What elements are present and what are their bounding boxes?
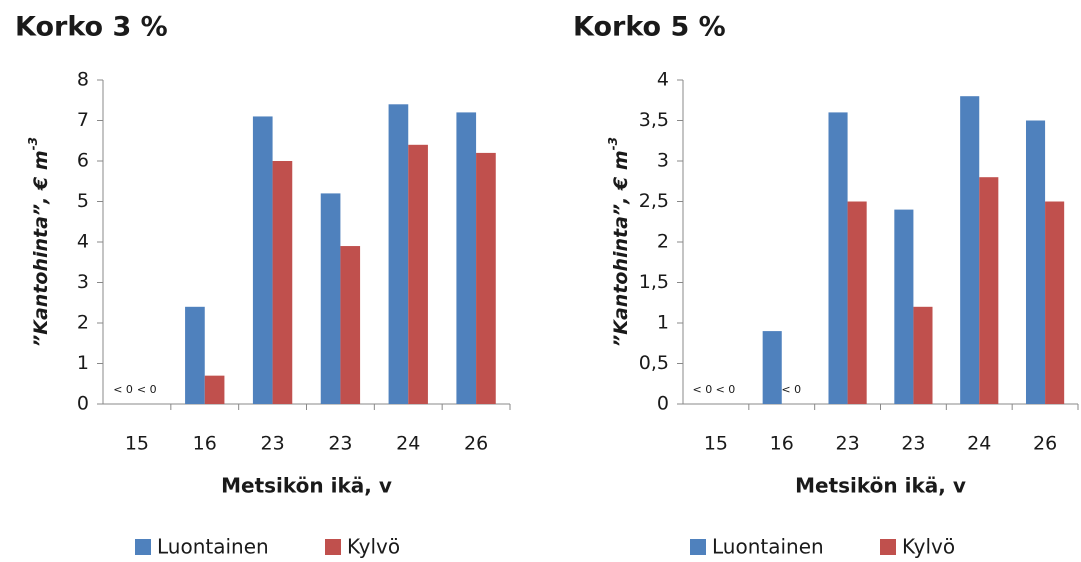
- y-axis-label-text: ”Kantohinta”, € m: [30, 150, 52, 347]
- bar: [894, 209, 914, 404]
- x-tick-label: 23: [901, 433, 925, 455]
- y-tick-label: 1: [77, 352, 89, 374]
- y-tick-label: 5: [77, 190, 89, 212]
- y-tick-label: 8: [77, 69, 89, 91]
- bar: [847, 201, 867, 404]
- y-axis-label-sup: -3: [606, 137, 620, 150]
- bar: [960, 96, 980, 404]
- y-tick-label: 2: [77, 312, 89, 334]
- y-tick-label: 3,5: [639, 109, 669, 131]
- bar: [456, 112, 477, 405]
- x-tick-label: 23: [260, 433, 284, 455]
- x-tick-label: 26: [1033, 433, 1057, 455]
- bar: [828, 112, 848, 405]
- bar: [1045, 201, 1065, 404]
- x-tick-label: 23: [328, 433, 352, 455]
- legend-swatch: [880, 539, 896, 555]
- y-tick-label: 2,5: [639, 190, 669, 212]
- bar: [204, 375, 225, 404]
- x-tick-label: 15: [704, 433, 728, 455]
- y-tick-label: 6: [77, 150, 89, 172]
- chart-title: Korko 3 %: [15, 12, 168, 43]
- y-tick-label: 4: [77, 231, 89, 253]
- y-axis-label-sup: -3: [26, 137, 40, 150]
- value-label: < 0: [113, 383, 133, 396]
- y-tick-label: 7: [77, 109, 89, 131]
- legend-label: Luontainen: [157, 535, 269, 559]
- chart-title: Korko 5 %: [573, 12, 726, 43]
- legend-swatch: [690, 539, 706, 555]
- y-axis-label-text: ”Kantohinta”, € m: [610, 150, 632, 347]
- value-label: < 0: [716, 383, 736, 396]
- y-tick-label: 1: [657, 312, 669, 334]
- value-label: < 0: [781, 383, 801, 396]
- bar: [320, 193, 341, 404]
- y-axis-label: ”Kantohinta”, € m-3: [606, 137, 632, 347]
- bar: [476, 152, 496, 404]
- value-label: < 0: [693, 383, 713, 396]
- bar: [408, 144, 428, 405]
- legend-label: Kylvö: [902, 535, 955, 559]
- x-tick-label: 26: [464, 433, 488, 455]
- y-tick-label: 4: [657, 69, 669, 91]
- bar: [340, 246, 361, 404]
- y-tick-label: 3: [77, 271, 89, 293]
- x-tick-label: 23: [835, 433, 859, 455]
- legend-label: Luontainen: [712, 535, 824, 559]
- x-axis-label: Metsikön ikä, v: [795, 474, 966, 498]
- y-tick-label: 1,5: [639, 271, 669, 293]
- y-tick-label: 0: [77, 393, 89, 415]
- y-tick-label: 3: [657, 150, 669, 172]
- bar: [979, 177, 999, 404]
- value-label: < 0: [137, 383, 157, 396]
- bar: [913, 306, 933, 404]
- x-tick-label: 15: [125, 433, 149, 455]
- legend-label: Kylvö: [347, 535, 400, 559]
- y-tick-label: 0: [657, 393, 669, 415]
- bar: [252, 116, 273, 404]
- x-tick-label: 24: [967, 433, 991, 455]
- y-axis-label: ”Kantohinta”, € m-3: [26, 137, 52, 347]
- x-tick-label: 24: [396, 433, 420, 455]
- legend-swatch: [325, 539, 341, 555]
- bar: [1025, 120, 1046, 404]
- y-tick-label: 0,5: [639, 352, 669, 374]
- x-tick-label: 16: [770, 433, 794, 455]
- x-axis-label: Metsikön ikä, v: [221, 474, 392, 498]
- y-tick-label: 2: [657, 231, 669, 253]
- bar: [388, 104, 409, 405]
- bar: [185, 306, 205, 404]
- bar: [272, 161, 293, 404]
- legend-swatch: [135, 539, 151, 555]
- bar: [762, 331, 782, 404]
- x-tick-label: 16: [193, 433, 217, 455]
